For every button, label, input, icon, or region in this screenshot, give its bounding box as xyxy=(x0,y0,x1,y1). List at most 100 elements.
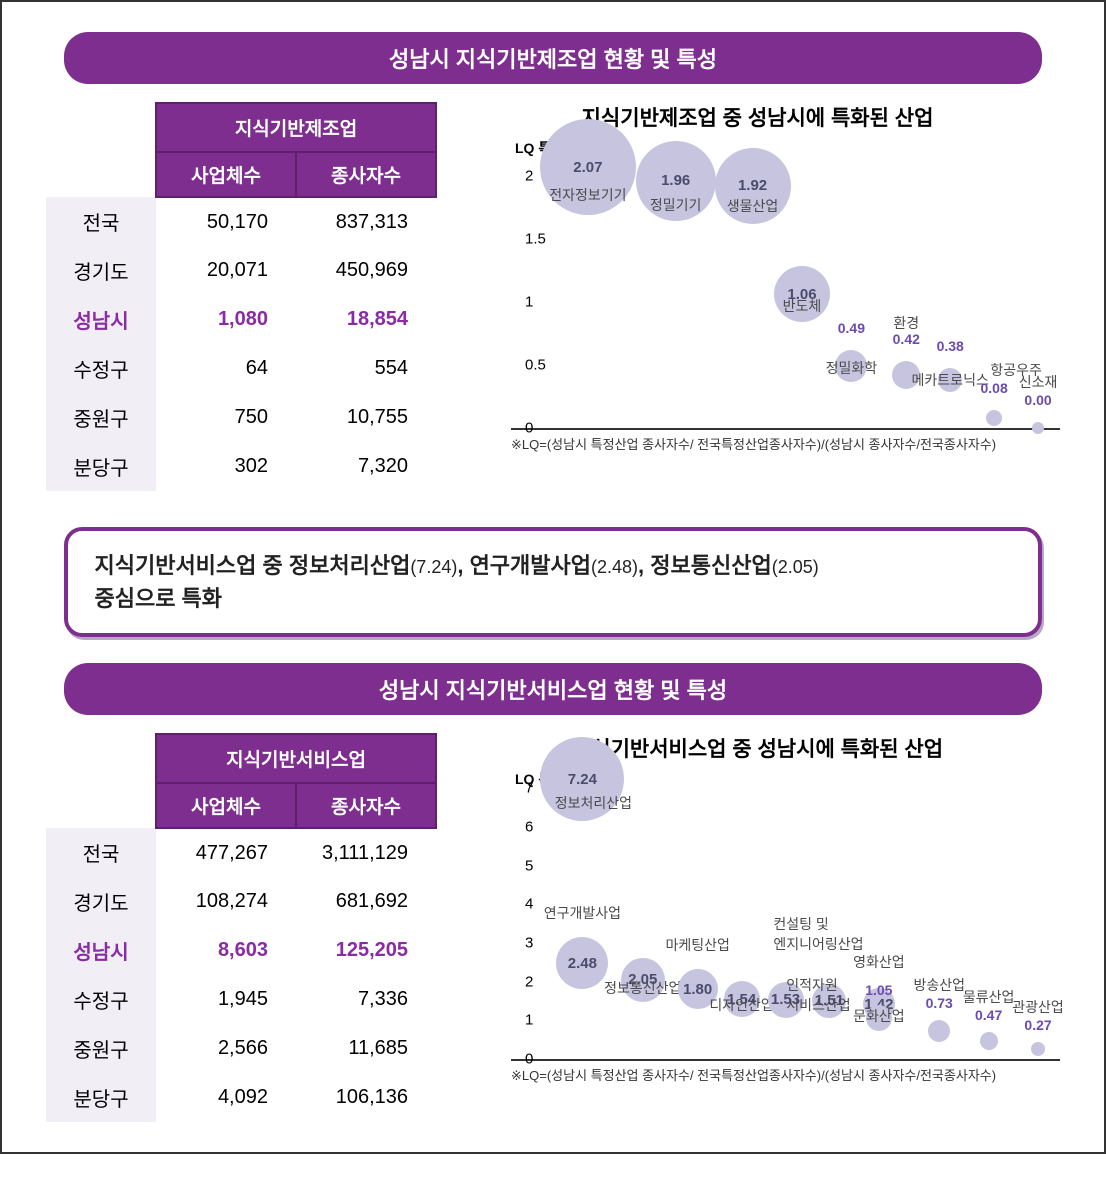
row-label: 중원구 xyxy=(46,1024,156,1073)
table-cell: 18,854 xyxy=(296,295,436,344)
bubble-label: 신소재 xyxy=(1019,372,1058,392)
bubble: 2.48 xyxy=(556,937,608,989)
bubble-label: 마케팅산업 xyxy=(665,935,729,955)
y-tick: 0 xyxy=(525,420,533,437)
bubble-label: 문화산업 xyxy=(853,1006,905,1026)
table-row: 전국 50,170837,313 xyxy=(46,197,436,246)
row-label: 분당구 xyxy=(46,442,156,491)
bubble xyxy=(980,1032,998,1050)
table-cell: 837,313 xyxy=(296,197,436,246)
table-row: 수정구 1,9457,336 xyxy=(46,975,436,1024)
table-row: 중원구 2,56611,685 xyxy=(46,1024,436,1073)
table-cell: 450,969 xyxy=(296,246,436,295)
table-row: 중원구 75010,755 xyxy=(46,393,436,442)
row-label: 경기도 xyxy=(46,877,156,926)
table-row: 성남시 8,603125,205 xyxy=(46,926,436,975)
bubble-value: 0.73 xyxy=(926,995,953,1011)
section1-chart-title: 지식기반제조업 중 성남시에 특화된 산업 xyxy=(455,102,1060,132)
bubble xyxy=(1031,1042,1045,1056)
y-tick: 4 xyxy=(525,896,533,913)
bubble-label: 전자정보기기 xyxy=(549,185,626,205)
section2-body: 지식기반서비스업사업체수종사자수 전국 477,2673,111,129 경기도… xyxy=(22,733,1084,1132)
row-label: 경기도 xyxy=(46,246,156,295)
bubble-label: 컨설팅 및엔지니어링산업 xyxy=(773,914,863,954)
section1-chart-wrap: 지식기반제조업 중 성남시에 특화된 산업 LQ 특화지수 00.511.522… xyxy=(455,102,1060,491)
bubble-label: 관광산업 xyxy=(1012,997,1064,1017)
callout-sep1: , 연구개발사업 xyxy=(457,553,591,578)
callout-p3: (2.05) xyxy=(772,557,819,577)
table-cell: 477,267 xyxy=(156,828,296,877)
table-row: 분당구 3027,320 xyxy=(46,442,436,491)
bubble-label: 방송산업 xyxy=(913,975,965,995)
table-row: 경기도 108,274681,692 xyxy=(46,877,436,926)
table-cell: 125,205 xyxy=(296,926,436,975)
table-row: 전국 477,2673,111,129 xyxy=(46,828,436,877)
callout-p1: (7.24) xyxy=(410,557,457,577)
section1-banner: 성남시 지식기반제조업 현황 및 특성 xyxy=(64,32,1041,84)
bubble-label: 물류산업 xyxy=(963,987,1015,1007)
callout-suffix: 중심으로 특화 xyxy=(94,586,222,611)
section1-chart-foot: ※LQ=(성남시 특정산업 종사자수/ 전국특정산업종사자수)/(성남시 종사자… xyxy=(511,434,1060,453)
bubble-label: 디자인산업 xyxy=(709,995,773,1015)
table-row: 분당구 4,092106,136 xyxy=(46,1073,436,1122)
bubble-value: 0.49 xyxy=(838,320,865,336)
bubble-label: 인적자원서비스산업 xyxy=(786,975,850,1015)
table-cell: 750 xyxy=(156,393,296,442)
bubble-value: 0.08 xyxy=(980,380,1007,396)
table-cell: 50,170 xyxy=(156,197,296,246)
section2-chart-wrap: 지식기반서비스업 중 성남시에 특화된 산업 LQ 특화지수 012345677… xyxy=(455,733,1060,1122)
bubble-value: 0.47 xyxy=(975,1007,1002,1023)
bubble-value: 0.27 xyxy=(1024,1017,1051,1033)
y-tick: 7 xyxy=(525,780,533,797)
bubble-label: 생물산업 xyxy=(727,196,779,216)
table-cell: 554 xyxy=(296,344,436,393)
bubble-label: 메카트로닉스 xyxy=(912,370,989,390)
table-cell: 3,111,129 xyxy=(296,828,436,877)
bubble-label: 연구개발사업 xyxy=(544,903,621,923)
bubble-label: 정밀화학 xyxy=(826,358,878,378)
callout-box: 지식기반서비스업 중 정보처리산업(7.24), 연구개발사업(2.48), 정… xyxy=(64,527,1041,637)
bubble-value: 0.42 xyxy=(893,331,920,347)
table-cell: 106,136 xyxy=(296,1073,436,1122)
row-label: 분당구 xyxy=(46,1073,156,1122)
y-tick: 2 xyxy=(525,973,533,990)
y-tick: 6 xyxy=(525,819,533,836)
table-cell: 1,080 xyxy=(156,295,296,344)
row-label: 전국 xyxy=(46,828,156,877)
table-row: 경기도 20,071450,969 xyxy=(46,246,436,295)
y-tick: 0.5 xyxy=(525,356,546,373)
row-label: 성남시 xyxy=(46,295,156,344)
section2-banner: 성남시 지식기반서비스업 현황 및 특성 xyxy=(64,663,1041,715)
section1-chart-area: LQ 특화지수 00.511.522.07전자정보기기1.96정밀기기1.92생… xyxy=(511,140,1060,430)
bubble-label: 반도체 xyxy=(783,296,822,316)
section2-chart-area: LQ 특화지수 012345677.24정보처리산업2.48연구개발사업2.05… xyxy=(511,771,1060,1061)
table-cell: 681,692 xyxy=(296,877,436,926)
table-cell: 108,274 xyxy=(156,877,296,926)
y-tick: 0 xyxy=(525,1051,533,1068)
bubble-label: 정보통신산업 xyxy=(604,978,681,998)
section1-body: 지식기반제조업사업체수종사자수 전국 50,170837,313 경기도 20,… xyxy=(22,102,1084,501)
row-label: 전국 xyxy=(46,197,156,246)
y-tick: 3 xyxy=(525,935,533,952)
callout-prefix: 지식기반서비스업 중 정보처리산업 xyxy=(94,553,410,578)
table-cell: 2,566 xyxy=(156,1024,296,1073)
bubble-label: 정밀기기 xyxy=(650,195,702,215)
table-cell: 10,755 xyxy=(296,393,436,442)
table-cell: 7,336 xyxy=(296,975,436,1024)
section2-chart-foot: ※LQ=(성남시 특정산업 종사자수/ 전국특정산업종사자수)/(성남시 종사자… xyxy=(511,1065,1060,1084)
table-cell: 7,320 xyxy=(296,442,436,491)
table-cell: 11,685 xyxy=(296,1024,436,1073)
table-cell: 4,092 xyxy=(156,1073,296,1122)
table-row: 수정구 64554 xyxy=(46,344,436,393)
section1-table: 지식기반제조업사업체수종사자수 전국 50,170837,313 경기도 20,… xyxy=(46,102,437,491)
bubble-value: 0.00 xyxy=(1024,392,1051,408)
y-tick: 5 xyxy=(525,857,533,874)
row-label: 성남시 xyxy=(46,926,156,975)
table-cell: 1,945 xyxy=(156,975,296,1024)
bubble-label: 영화산업 xyxy=(853,952,905,972)
table-cell: 20,071 xyxy=(156,246,296,295)
y-tick: 2 xyxy=(525,167,533,184)
bubble xyxy=(986,410,1002,426)
row-label: 중원구 xyxy=(46,393,156,442)
row-label: 수정구 xyxy=(46,975,156,1024)
